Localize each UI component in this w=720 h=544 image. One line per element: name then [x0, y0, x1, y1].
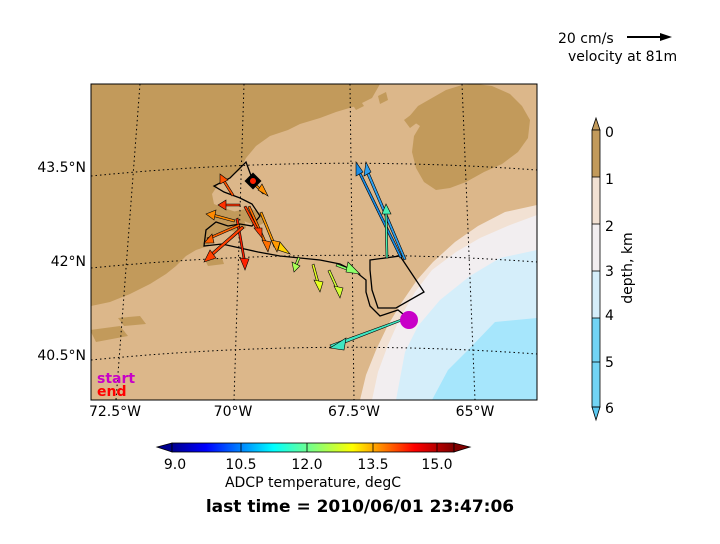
longitude-labels: 72.5°W 70°W 67.5°W 65°W — [89, 404, 494, 420]
map-area — [91, 84, 537, 400]
lat-label: 40.5°N — [37, 348, 86, 364]
land-islet-3 — [118, 316, 146, 326]
depth-tick: 2 — [605, 219, 614, 235]
land-bank — [91, 326, 128, 342]
lon-label: 65°W — [456, 404, 495, 420]
end-marker-dot — [250, 178, 256, 184]
map-frame — [90, 83, 538, 401]
temperature-ticks: 9.0 10.5 12.0 13.5 15.0 — [164, 457, 453, 473]
velocity-arrow — [223, 203, 241, 207]
lon-label: 67.5°W — [328, 404, 380, 420]
depth-tick: 4 — [605, 308, 614, 324]
velocity-depth-label: velocity at 81m — [568, 49, 677, 65]
temperature-colorbar — [155, 442, 472, 453]
land-nova-scotia-tip — [404, 114, 418, 128]
depth-tick: 5 — [605, 355, 614, 371]
last-time-label: last time = 2010/06/01 23:47:06 — [206, 497, 514, 517]
lat-label: 43.5°N — [37, 160, 86, 176]
land-nova-scotia — [408, 84, 530, 190]
depth-tick: 1 — [605, 172, 614, 188]
lon-label: 70°W — [214, 404, 253, 420]
depth-ticks: 0 1 2 3 4 5 6 — [605, 125, 614, 417]
end-label: end — [97, 384, 126, 400]
velocity-arrow — [259, 211, 277, 248]
depth-colorbar-label: depth, km — [620, 232, 636, 303]
start-marker — [400, 311, 418, 329]
velocity-scale-arrow — [627, 33, 672, 41]
land-islet — [378, 92, 388, 104]
temperature-colorbar-label: ADCP temperature, degC — [225, 475, 401, 491]
velocity-arrow — [206, 223, 241, 241]
arrow-heads — [203, 161, 392, 351]
temp-tick: 15.0 — [421, 457, 452, 473]
graticule — [91, 84, 537, 400]
land-islet-2 — [352, 100, 364, 110]
temp-tick: 9.0 — [164, 457, 186, 473]
depth-tick: 0 — [605, 125, 614, 141]
lon-label: 72.5°W — [89, 404, 141, 420]
depth-colorbar — [591, 116, 601, 422]
temp-tick: 10.5 — [225, 457, 256, 473]
depth-tick: 6 — [605, 401, 614, 417]
velocity-scale-label: 20 cm/s — [558, 31, 614, 47]
land-new-england — [91, 84, 380, 306]
temp-tick: 12.0 — [291, 457, 322, 473]
start-label: start — [97, 371, 135, 387]
depth-tick: 3 — [605, 264, 614, 280]
temp-tick: 13.5 — [357, 457, 388, 473]
lat-label: 42°N — [51, 254, 86, 270]
latitude-labels: 43.5°N 42°N 40.5°N — [37, 160, 86, 364]
